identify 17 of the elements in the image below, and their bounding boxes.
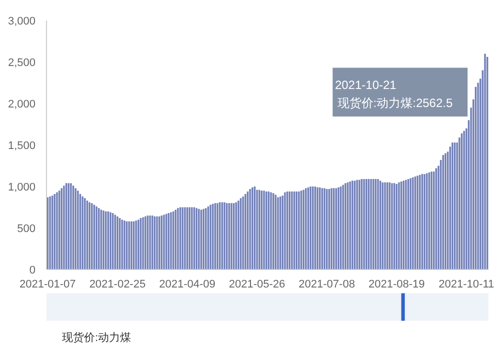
x-tick-label: 2021-10-11 [438, 278, 494, 290]
text: 现货价:动力煤 [62, 331, 132, 345]
x-tick-label: 2021-07-08 [298, 278, 355, 290]
y-tick-label: 2,500 [8, 57, 36, 69]
annotation: 现货价:动力煤:2562.5 [337, 96, 453, 110]
x-tick-label: 2021-08-19 [368, 278, 425, 290]
y-tick-label: 2,000 [8, 98, 36, 110]
x-tick-label: 2021-05-26 [228, 278, 286, 290]
y-tick-label: 500 [17, 223, 36, 235]
annotation: 2021-10-21 [334, 78, 397, 92]
x-tick-label: 2021-01-07 [20, 278, 76, 290]
x-tick-label: 2021-04-09 [159, 278, 216, 290]
y-tick-label: 1,500 [8, 140, 36, 152]
y-tick-label: 1,000 [8, 182, 36, 194]
y-tick-label: 0 [29, 264, 36, 276]
x-tick-label: 2021-02-25 [89, 278, 146, 290]
y-tick-label: 3,000 [8, 16, 36, 28]
